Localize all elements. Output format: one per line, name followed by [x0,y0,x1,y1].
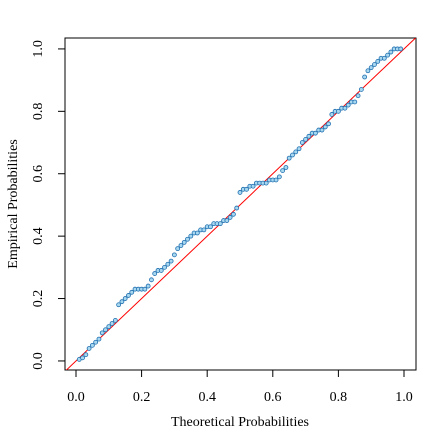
data-point [329,112,335,117]
data-point [388,49,394,55]
data-point [227,215,233,220]
data-point [381,55,387,61]
data-point [99,330,105,336]
data-point [86,346,92,351]
data-point [303,137,308,142]
data-point [96,336,102,342]
data-point [126,293,131,298]
y-tick-label: 0.8 [31,103,46,121]
data-point [342,105,348,111]
y-tick-label: 0.2 [31,290,46,308]
data-point [178,243,184,248]
data-point [276,174,282,180]
data-point [165,261,171,267]
data-point [194,230,200,236]
data-point [145,283,151,289]
data-point [322,124,328,130]
data-point [149,277,154,283]
data-point [365,68,371,74]
data-point [352,99,358,105]
data-point [224,218,230,223]
data-point [362,74,368,80]
data-point [375,59,381,64]
data-point [286,155,292,161]
x-tick-label: 1.0 [395,390,413,405]
data-point [162,264,167,270]
data-point [171,252,177,258]
x-tick-label: 0.6 [264,390,282,405]
data-point [293,149,299,155]
data-point [122,296,128,301]
data-point [372,62,377,67]
data-point [385,52,390,58]
data-point [112,317,118,323]
y-tick-label: 0.4 [31,227,46,245]
data-point [142,286,148,292]
data-point [185,236,190,242]
x-tick-label: 0.8 [330,390,348,405]
x-tick-label: 0.2 [133,390,151,405]
data-point [119,299,125,305]
data-point [273,177,279,183]
data-point [335,108,341,114]
data-point [319,127,325,133]
data-point [181,239,187,245]
data-point [103,327,108,333]
y-axis-label: Empirical Probabilities [6,139,21,268]
data-point [296,146,302,152]
data-point [358,87,364,92]
data-point [188,233,194,239]
data-point [283,165,289,170]
data-point [231,211,236,217]
data-point [109,321,115,326]
data-point [250,183,256,189]
data-point [208,224,213,230]
reference-line [65,38,416,370]
data-point [299,140,305,145]
data-point [345,102,351,108]
x-tick-label: 0.0 [67,390,85,405]
data-point [175,246,181,252]
data-point [80,355,85,361]
data-point [368,65,374,71]
data-point [398,46,404,52]
plot-frame [64,37,417,371]
data-point [89,342,95,348]
data-point [217,221,223,227]
data-point [158,268,164,273]
data-point [290,152,295,158]
data-point [326,121,331,127]
data-point [93,339,99,345]
data-point [152,271,158,276]
data-point [168,258,174,264]
data-point [313,130,318,136]
y-tick-label: 0.0 [31,352,46,370]
data-point [116,302,122,308]
data-point [280,168,286,174]
data-point [83,352,89,358]
y-tick-label: 0.6 [31,165,46,183]
data-point [201,227,207,233]
x-axis-label: Theoretical Probabilities [171,415,309,430]
y-tick-label: 1.0 [31,40,46,58]
data-point [263,180,269,186]
data-point [106,324,112,330]
data-point [237,190,243,195]
data-point [244,186,249,192]
data-point [306,133,312,139]
x-tick-label: 0.4 [198,390,216,405]
data-point [129,289,135,295]
data-point [355,93,361,99]
data-point [234,205,240,211]
